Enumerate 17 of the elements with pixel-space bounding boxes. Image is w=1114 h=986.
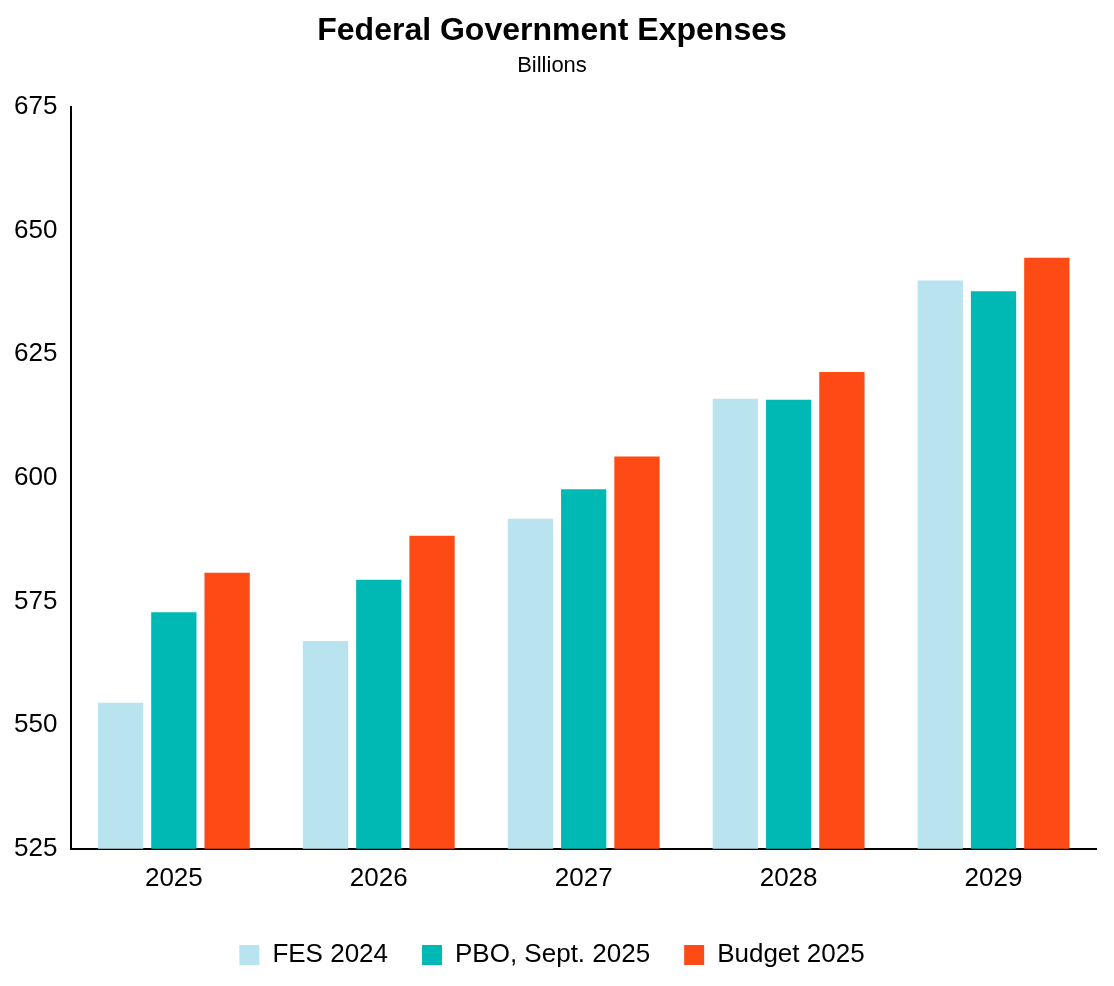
x-tick-label: 2029: [964, 861, 1023, 892]
y-tick-label: 600: [13, 460, 58, 491]
y-tick-label: 650: [13, 213, 58, 244]
x-tick-label: 2025: [144, 861, 203, 892]
chart-subtitle: Billions: [517, 51, 587, 77]
y-tick-label: 575: [13, 584, 58, 615]
y-tick-label: 625: [13, 337, 58, 368]
y-tick-label: 550: [13, 708, 58, 739]
x-tick-label: 2027: [554, 861, 613, 892]
legend-label: FES 2024: [272, 938, 389, 969]
x-tick-label: 2026: [349, 861, 408, 892]
y-tick-label: 675: [13, 89, 58, 120]
chart-title: Federal Government Expenses: [317, 11, 787, 48]
x-tick-label: 2028: [759, 861, 818, 892]
legend-label: Budget 2025: [717, 938, 865, 969]
y-tick-label: 525: [13, 831, 58, 862]
legend-label: PBO, Sept. 2025: [455, 938, 651, 969]
